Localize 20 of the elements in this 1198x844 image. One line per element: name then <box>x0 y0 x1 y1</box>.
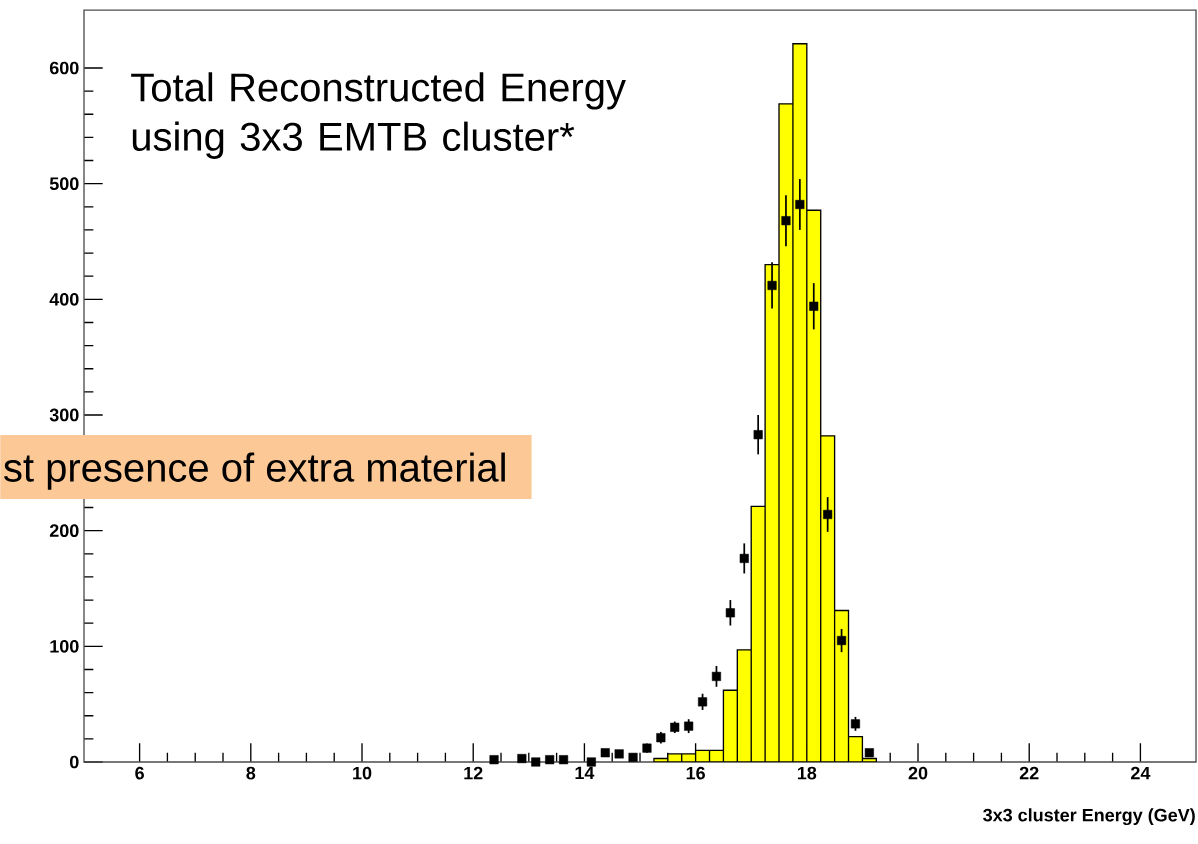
y-tick-label: 400 <box>49 292 79 306</box>
x-tick-label: 10 <box>353 766 372 780</box>
x-tick-label: 18 <box>797 766 817 780</box>
x-tick-label: 12 <box>464 766 483 780</box>
annotation: st presence of extra material <box>4 452 505 490</box>
x-tick-label: 14 <box>575 766 595 780</box>
y-tick-label: 200 <box>49 524 79 538</box>
x-tick-label: 22 <box>1019 766 1039 780</box>
y-tick-label: 100 <box>50 639 79 653</box>
annotation: Total Reconstructed Energy using 3x3 EMTB cluster* <box>131 72 626 159</box>
x-tick-label: 24 <box>1131 766 1151 780</box>
x-tick-label: 6 <box>135 766 144 780</box>
y-tick-label: 600 <box>49 61 79 75</box>
x-axis-title: 3x3 cluster Energy (GeV) <box>983 808 1195 826</box>
y-tick-label: 500 <box>49 177 79 191</box>
x-tick-label: 8 <box>246 766 256 780</box>
x-tick-label: 16 <box>686 766 705 780</box>
x-tick-label: 20 <box>908 766 928 780</box>
y-tick-label: 0 <box>70 755 79 769</box>
y-tick-label: 300 <box>49 408 79 422</box>
